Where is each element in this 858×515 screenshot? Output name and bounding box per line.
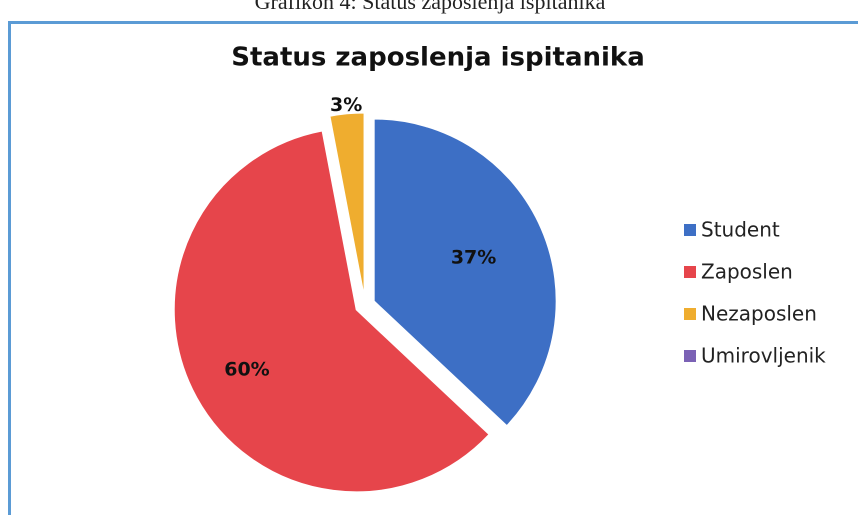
chart-title: Status zaposlenja ispitanika — [231, 43, 645, 73]
caption: Grafikon 4: Status zaposlenja ispitanika — [255, 0, 606, 14]
legend-swatch — [684, 224, 696, 236]
pie: 37% 60% 3% — [173, 94, 557, 493]
legend: Student Zaposlen Nezaposlen Umirovljenik — [684, 218, 826, 368]
legend-swatch — [684, 266, 696, 278]
legend-swatch — [684, 308, 696, 320]
pie-slice — [373, 118, 557, 427]
data-label: 3% — [330, 94, 362, 116]
legend-label: Nezaposlen — [701, 302, 817, 326]
data-label: 60% — [224, 358, 269, 380]
data-label: 37% — [451, 247, 496, 269]
pie-slice — [173, 130, 490, 493]
pie-slice — [329, 112, 365, 296]
legend-label: Zaposlen — [701, 260, 793, 284]
legend-swatch — [684, 350, 696, 362]
legend-label: Umirovljenik — [701, 344, 826, 368]
legend-label: Student — [701, 218, 780, 242]
